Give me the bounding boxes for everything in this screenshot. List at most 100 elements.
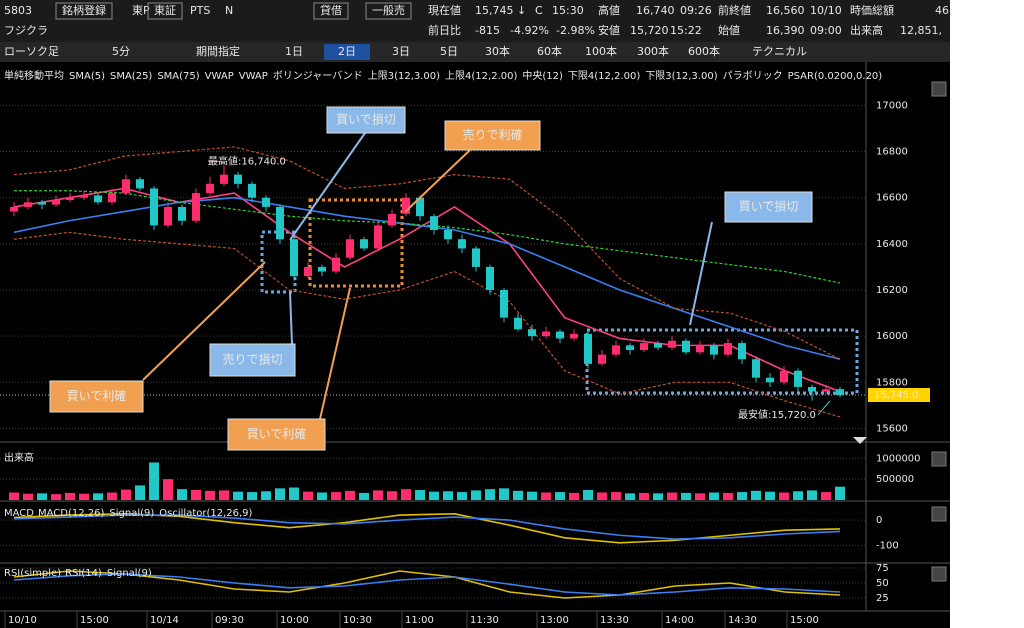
candle-body [682,340,690,353]
volume-bar [779,492,789,500]
close-button[interactable] [931,451,947,467]
close-button[interactable] [931,81,947,97]
header-button[interactable] [365,2,412,20]
x-tick-label: 11:30 [470,615,499,626]
toolbar-button[interactable]: 5分 [112,45,130,58]
header-field: 15:30 [552,4,584,17]
candle-body [38,202,46,205]
toolbar-button[interactable]: 300本 [637,44,669,58]
legend-item: 上限4(12,2.00) [445,70,517,82]
panel-title: MACD [4,508,34,519]
volume-bar [443,491,453,500]
header-field[interactable]: 一般売 [372,4,405,17]
toolbar-button[interactable]: 期間指定 [196,44,240,58]
callout-text: 買いで利確 [67,388,127,403]
toolbar-button[interactable]: 100本 [585,44,617,58]
y-tick-label: 1000000 [876,453,921,464]
candle-body [542,331,550,337]
toolbar-button[interactable]: テクニカル [752,45,807,58]
header-field: 安値 [598,23,620,37]
legend-item: パラボリック [723,70,783,82]
candle-body [570,333,578,339]
volume-bar [107,492,117,500]
volume-bar [331,492,341,500]
callout-box [444,120,541,151]
candle-body [724,343,732,355]
toolbar-button[interactable]: 2日 [338,45,356,58]
candle-body [626,345,634,350]
volume-bar [583,490,593,500]
candle-body [430,216,438,230]
toolbar-button[interactable]: 5日 [440,45,458,58]
header-field: PTS [190,4,210,17]
header-field: 時価総額 [850,3,894,17]
candle-body [150,188,158,226]
header-field[interactable]: 東証 [154,4,176,17]
toolbar-button[interactable]: 1日 [285,45,303,58]
callout-text: 買いで利確 [247,426,307,441]
volume-bar [821,492,831,500]
x-tick-label: 11:00 [405,615,434,626]
volume-bar [457,492,467,500]
volume-bar [555,492,565,500]
callout-box [227,418,326,451]
candle-body [80,195,88,198]
candle-body [164,206,172,226]
header-field: N [225,4,233,17]
callout-box [326,106,406,134]
header-field: 前終値 [718,3,751,17]
volume-bar [597,492,607,500]
x-tick-label: 14:00 [665,615,694,626]
header-field: -4.92% [510,24,549,37]
candle-body [206,183,214,194]
legend-item: 上限3(12,3.00) [368,70,440,82]
legend-item: RSI(14) [65,568,102,579]
volume-bar [723,492,733,500]
header-button[interactable] [313,2,349,20]
volume-bar [219,490,229,500]
header-button[interactable] [55,2,113,20]
volume-bar [415,490,425,500]
volume-bar [499,488,509,500]
candle-body [794,370,802,387]
header-field[interactable]: 銘柄登録 [62,3,106,17]
volume-bar [261,491,271,500]
volume-bar [37,493,47,500]
toolbar-button[interactable]: 60本 [537,44,562,58]
volume-bar [247,492,257,500]
candle-body [94,195,102,203]
close-button[interactable] [931,506,947,522]
toolbar-button[interactable]: 30本 [485,44,510,58]
toolbar-button[interactable]: 600本 [688,44,720,58]
candle-body [738,343,746,360]
candle-body [248,183,256,198]
volume-bar [135,485,145,500]
toolbar-button[interactable]: ローソク足 [4,45,59,58]
header-field: 東P [132,4,150,17]
tab-selected[interactable] [324,44,370,60]
volume-bar [93,493,103,500]
toolbar-button[interactable]: 3日 [392,45,410,58]
header-button[interactable] [147,2,183,20]
candle-body [360,239,368,249]
close-button[interactable] [931,566,947,582]
header-field: 16,390 [766,24,805,37]
panel-title: 出来高 [4,451,34,464]
y-tick-label: 16800 [876,147,908,158]
candle-body [276,206,284,240]
candle-body [822,389,830,392]
legend-item: VWAP [239,71,268,82]
volume-bar [177,489,187,500]
candle-body [290,239,298,277]
volume-bar [121,489,131,500]
candle-body [514,317,522,330]
candle-body [122,179,130,194]
header-field[interactable]: 貸借 [320,3,342,17]
candle-body [10,206,18,212]
volume-bar [9,492,19,500]
header-field: 前日比 [428,23,461,37]
legend-item: 下限3(12,3.00) [645,70,717,82]
scroll-arrow[interactable] [853,437,867,444]
candle-body [402,197,410,214]
